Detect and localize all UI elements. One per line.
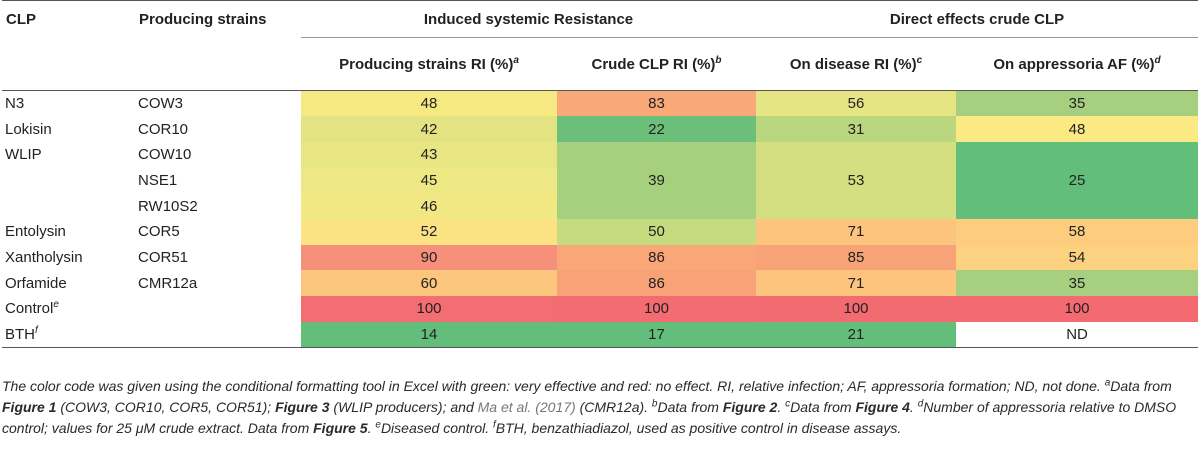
table-row: NSE1 45 [2, 167, 1198, 194]
table-row: Controle 100 100 100 100 [2, 296, 1199, 322]
crude-ri-cell: 50 [557, 218, 757, 245]
strain-cell: COW3 [135, 90, 301, 117]
clp-cell: Controle [5, 299, 59, 318]
table-row: BTHf 14 17 21 ND [2, 321, 1199, 348]
strain-ri-cell: 42 [301, 116, 557, 142]
strain-cell: CMR12a [138, 274, 198, 292]
strain-ri-cell: 14 [301, 321, 557, 348]
appressoria-cell: 25 [956, 141, 1199, 219]
header-producing-strains-ri: Producing strains RI (%)a [301, 37, 557, 91]
clp-cell: WLIP [5, 146, 42, 164]
table-row: Orfamide CMR12a 60 86 71 35 [2, 270, 1199, 296]
disease-ri-cell: 21 [756, 321, 957, 348]
clp-cell: Entolysin [5, 223, 66, 241]
table-row: RW10S2 46 [2, 193, 1198, 219]
appressoria-cell: 54 [956, 244, 1199, 271]
appressoria-cell: 100 [956, 296, 1199, 322]
crude-ri-cell: 86 [557, 270, 757, 296]
table-footnotes: The color code was given using the condi… [2, 377, 1177, 436]
strain-cell: COW10 [138, 146, 192, 164]
crude-ri-cell: 83 [557, 90, 757, 117]
appressoria-cell: 58 [956, 218, 1199, 245]
crude-ri-cell: 86 [557, 244, 757, 271]
strain-cell: NSE1 [138, 171, 178, 189]
crude-ri-cell: 39 [557, 141, 757, 219]
clp-cell [2, 168, 135, 194]
clp-cell: Lokisin [5, 120, 52, 138]
appressoria-cell: 48 [956, 116, 1199, 142]
disease-ri-cell: 71 [756, 270, 957, 296]
header-clp: CLP [2, 0, 135, 91]
strain-ri-cell: 45 [301, 167, 557, 194]
disease-ri-cell: 53 [756, 141, 957, 219]
strain-ri-cell: 43 [301, 141, 557, 168]
disease-ri-cell: 56 [756, 90, 957, 117]
strain-ri-cell: 52 [301, 218, 557, 245]
header-crude-clp-ri: Crude CLP RI (%)b [557, 37, 757, 91]
strain-ri-cell: 90 [301, 244, 557, 271]
strain-ri-cell: 100 [301, 296, 557, 322]
clp-table: CLP Producing strains Induced systemic R… [2, 0, 1199, 348]
table-row: Lokisin COR10 42 22 31 48 [2, 116, 1199, 142]
reference-link[interactable]: Ma et al. (2017) [477, 399, 576, 415]
crude-ri-cell: 100 [557, 296, 757, 322]
strain-ri-cell: 46 [301, 193, 557, 219]
disease-ri-cell: 31 [756, 116, 957, 142]
table-row: Xantholysin COR51 90 86 85 54 [2, 244, 1199, 271]
header-on-appressoria-af: On appressoria AF (%)d [956, 37, 1199, 91]
crude-ri-cell: 22 [557, 116, 757, 142]
header-direct-effects: Direct effects crude CLP [756, 0, 1199, 38]
table-row: N3 COW3 48 83 56 35 [2, 90, 1199, 117]
disease-ri-cell: 85 [756, 244, 957, 271]
table-row: Entolysin COR5 52 50 71 58 [2, 218, 1199, 245]
strain-cell: RW10S2 [138, 197, 198, 215]
strain-cell [135, 296, 301, 322]
strain-cell: COR10 [138, 120, 189, 138]
table-row: WLIP COW10 43 39 53 25 [2, 141, 1199, 219]
appressoria-cell: 35 [956, 270, 1199, 296]
disease-ri-cell: 71 [756, 218, 957, 245]
disease-ri-cell: 100 [756, 296, 957, 322]
strain-ri-cell: 60 [301, 270, 557, 296]
clp-cell: Orfamide [5, 274, 67, 292]
header-producing-strains: Producing strains [135, 0, 301, 91]
header-on-disease-ri: On disease RI (%)c [756, 37, 957, 91]
clp-cell [2, 193, 135, 219]
strain-ri-cell: 48 [301, 90, 557, 117]
crude-ri-cell: 17 [557, 321, 757, 348]
clp-cell: Xantholysin [5, 248, 83, 266]
appressoria-cell: 35 [956, 90, 1199, 117]
strain-cell [135, 321, 301, 348]
strain-cell: COR51 [138, 248, 189, 266]
strain-cell: COR5 [138, 223, 180, 241]
appressoria-cell: ND [956, 321, 1199, 348]
clp-cell: BTHf [2, 321, 135, 348]
table-wrapper: CLP Producing strains Induced systemic R… [2, 0, 1199, 348]
header-induced-systemic-resistance: Induced systemic Resistance [301, 0, 757, 38]
clp-cell: N3 [2, 90, 135, 117]
